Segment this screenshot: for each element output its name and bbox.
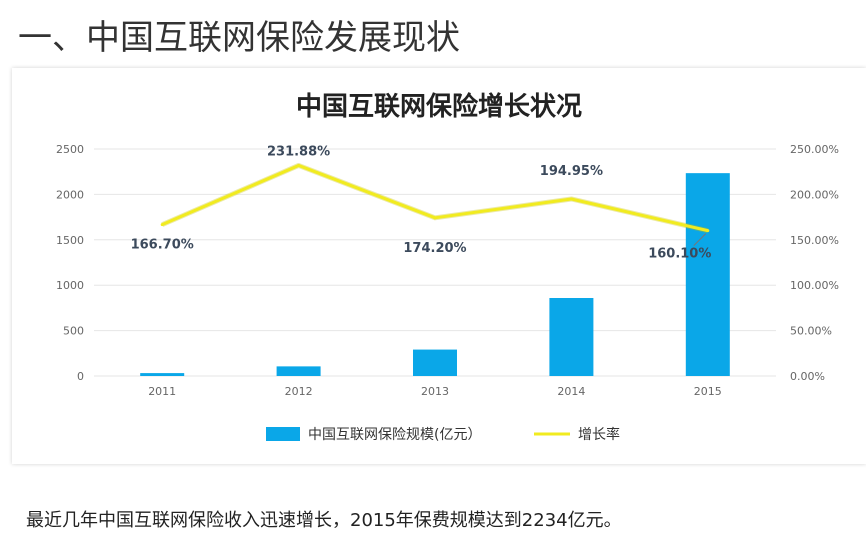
data-label: 174.20% bbox=[403, 241, 466, 256]
x-tick-label: 2012 bbox=[285, 385, 313, 398]
y-left-tick-label: 0 bbox=[77, 370, 84, 383]
bar bbox=[549, 298, 594, 376]
legend-swatch-bar bbox=[266, 427, 300, 441]
y-right-tick-label: 200.00% bbox=[790, 188, 839, 201]
bar bbox=[276, 366, 321, 376]
chart-title: 中国互联网保险增长状况 bbox=[295, 92, 582, 122]
legend-label-line: 增长率 bbox=[578, 426, 620, 443]
line-point bbox=[297, 163, 301, 167]
data-label: 166.70% bbox=[131, 238, 194, 253]
line-point bbox=[433, 216, 437, 220]
y-left-tick-label: 1500 bbox=[56, 234, 84, 247]
y-left-tick-label: 1000 bbox=[56, 279, 84, 292]
x-tick-label: 2015 bbox=[694, 385, 722, 398]
legend-label-bar: 中国互联网保险规模(亿元） bbox=[308, 427, 481, 443]
caption-text: 最近几年中国互联网保险收入迅速增长，2015年保费规模达到2234亿元。 bbox=[26, 510, 622, 531]
y-left-tick-label: 500 bbox=[63, 325, 84, 338]
x-tick-label: 2014 bbox=[557, 385, 585, 398]
page-heading: 一、中国互联网保险发展现状 bbox=[18, 18, 460, 58]
data-label: 160.10% bbox=[648, 247, 711, 262]
data-label-leader bbox=[693, 233, 707, 246]
bar bbox=[140, 373, 185, 376]
data-label: 231.88% bbox=[267, 144, 330, 159]
y-right-tick-label: 0.00% bbox=[790, 370, 825, 383]
series-line-shadow bbox=[161, 162, 709, 234]
y-left-tick-label: 2000 bbox=[56, 188, 84, 201]
y-right-tick-label: 50.00% bbox=[790, 325, 832, 338]
bar bbox=[685, 173, 730, 376]
line-point bbox=[706, 229, 710, 233]
x-tick-label: 2011 bbox=[148, 385, 176, 398]
line-point bbox=[160, 223, 164, 227]
y-right-tick-label: 150.00% bbox=[790, 234, 839, 247]
x-tick-label: 2013 bbox=[421, 385, 449, 398]
series-line bbox=[161, 163, 709, 233]
line-point bbox=[569, 197, 573, 201]
data-label: 194.95% bbox=[540, 164, 603, 179]
chart-canvas: 0 0.00% 500 50.00% 1000 100.00% 1500 150.00% 200… bbox=[56, 143, 839, 443]
y-right-tick-label: 250.00% bbox=[790, 143, 839, 156]
bar bbox=[413, 349, 457, 376]
y-left-tick-label: 2500 bbox=[56, 143, 84, 156]
y-right-tick-label: 100.00% bbox=[790, 279, 839, 292]
chart-panel: 中国互联网保险增长状况 0 0.00% 500 50.00% 1000 100.00% 15… bbox=[12, 68, 866, 464]
